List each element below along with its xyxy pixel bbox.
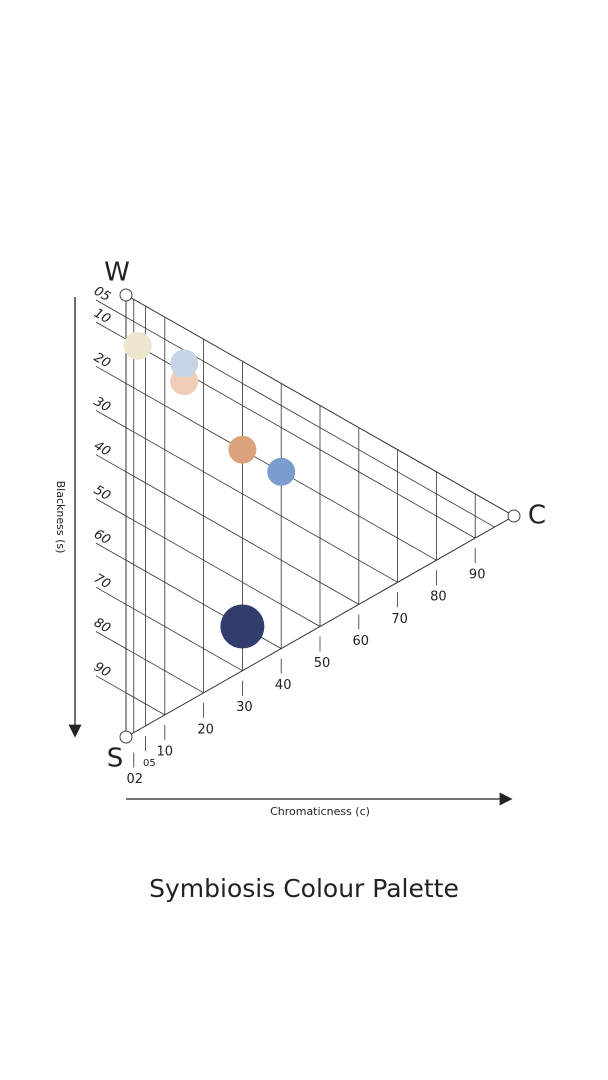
blackness-grid-line [95,675,165,716]
vertex-dot [119,730,133,744]
chromaticness-tick-label: 10 [157,744,174,759]
chromaticness-tick-label: 60 [353,634,370,649]
blackness-grid-line [95,586,243,672]
blackness-tick-label: 60 [91,527,113,548]
vertices: W S C [104,258,546,774]
chromaticness-tick-label: 30 [236,700,253,715]
blackness-tick-label: 30 [91,394,113,415]
vertex-dot [119,288,133,302]
chromaticness-tick-label: 50 [314,656,331,671]
blackness-grid-line [95,299,495,528]
blackness-grid-line [95,498,321,627]
swatch [123,331,152,360]
blackness-grid-line [95,454,359,605]
blackness-grid-line [95,631,204,694]
blackness-grid-line [95,321,476,539]
blackness-grid-line [95,410,398,583]
blackness-tick-label: 90 [91,659,113,680]
vertex-dot [507,509,521,523]
vertex-label: W [104,258,130,288]
vertex-label: C [528,501,546,531]
blackness-tick-label: 50 [91,483,113,504]
blackness-tick-label: 10 [91,306,113,327]
swatch [228,435,257,464]
title: Symbiosis Colour Palette [149,874,459,903]
chromaticness-label: Chromaticness (c) [270,805,370,818]
blackness-tick-label: 05 [91,284,113,305]
chromaticness-tick-label: 02 [126,772,143,787]
blackness-tick-label: 20 [91,350,113,371]
grid: 0510203040506070809002051020304050607080… [91,284,516,787]
blackness-tick-label: 80 [91,615,113,636]
blackness-label: Blackness (s) [54,481,67,554]
swatch [220,604,265,649]
vertex-label: S [107,744,124,774]
chromaticness-tick-label: 05 [143,758,156,769]
blackness-tick-label: 40 [91,438,113,459]
chromaticness-tick-label: 20 [197,722,214,737]
swatch [170,349,199,378]
swatches [123,331,296,649]
chromaticness-tick-label: 90 [469,568,486,583]
chromaticness-tick-label: 40 [275,678,292,693]
blackness-tick-label: 70 [91,571,113,592]
blackness-grid-line [95,365,437,561]
swatch [267,457,296,486]
chromaticness-tick-label: 80 [430,590,447,605]
chromaticness-tick-label: 70 [391,612,408,627]
